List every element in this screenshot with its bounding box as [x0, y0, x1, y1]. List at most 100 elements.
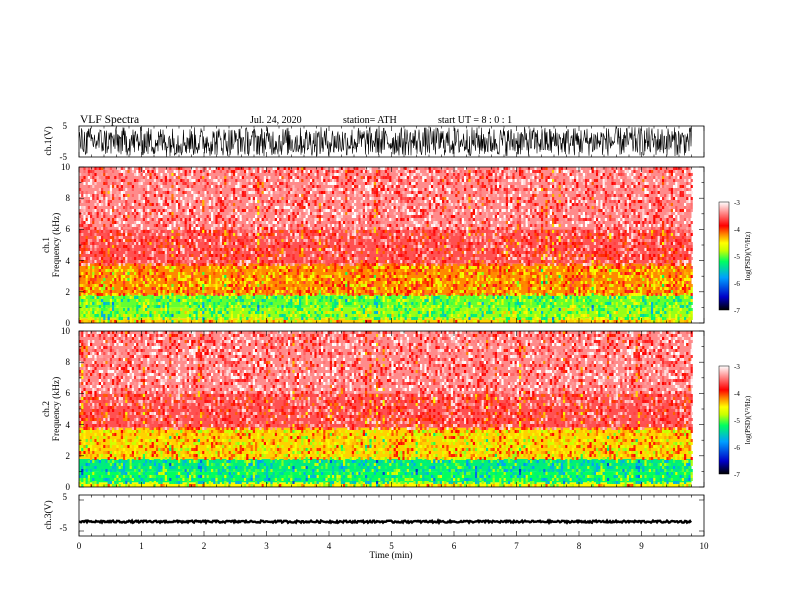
spectrogram-cell	[343, 257, 346, 260]
spectrogram-cell	[112, 209, 115, 212]
spectrogram-cell	[204, 185, 207, 188]
spectrogram-cell	[290, 263, 293, 266]
spectrogram-cell	[288, 176, 291, 179]
spectrogram-cell	[389, 296, 392, 299]
spectrogram-cell	[263, 239, 266, 242]
spectrogram-cell	[79, 287, 82, 290]
spectrogram-cell	[98, 224, 101, 227]
spectrogram-cell	[360, 308, 363, 311]
spectrogram-cell	[107, 203, 110, 206]
spectrogram-cell	[387, 254, 390, 257]
spectrogram-cell	[382, 236, 385, 239]
spectrogram-cell	[244, 305, 247, 308]
spectrogram-cell	[400, 179, 403, 182]
spectrogram-cell	[409, 194, 412, 197]
ch1-waveform-ylabel: ch.1(V)	[43, 126, 54, 155]
spectrogram-cell	[395, 299, 398, 302]
spectrogram-cell	[400, 173, 403, 176]
spectrogram-cell	[391, 317, 394, 320]
spectrogram-cell	[446, 188, 449, 191]
spectrogram-cell	[255, 281, 258, 284]
spectrogram-cell	[94, 227, 97, 230]
spectrogram-cell	[235, 239, 238, 242]
spectrogram-cell	[378, 194, 381, 197]
spectrogram-cell	[87, 263, 90, 266]
spectrogram-cell	[400, 305, 403, 308]
spectrogram-cell	[134, 257, 137, 260]
spectrogram-cell	[85, 314, 88, 317]
spectrogram-cell	[367, 251, 370, 254]
spectrogram-cell	[116, 185, 119, 188]
spectrogram-cell	[400, 197, 403, 200]
spectrogram-cell	[367, 266, 370, 269]
spectrogram-cell	[404, 314, 407, 317]
spectrogram-cell	[384, 185, 387, 188]
spectrogram-cell	[255, 197, 258, 200]
spectrogram-cell	[153, 314, 156, 317]
spectrogram-cell	[279, 275, 282, 278]
spectrogram-cell	[268, 239, 271, 242]
spectrogram-cell	[373, 317, 376, 320]
spectrogram-cell	[200, 308, 203, 311]
spectrogram-cell	[116, 314, 119, 317]
spectrogram-cell	[318, 170, 321, 173]
spectrogram-cell	[164, 281, 167, 284]
spectrogram-cell	[393, 299, 396, 302]
spectrogram-cell	[98, 236, 101, 239]
spectrogram-cell	[224, 233, 227, 236]
spectrogram-cell	[439, 314, 442, 317]
spectrogram-cell	[310, 293, 313, 296]
spectrogram-cell	[103, 215, 106, 218]
spectrogram-cell	[274, 170, 277, 173]
spectrogram-cell	[332, 170, 335, 173]
spectrogram-cell	[318, 308, 321, 311]
spectrogram-cell	[178, 221, 181, 224]
spectrogram-cell	[109, 290, 112, 293]
spectrogram-cell	[446, 245, 449, 248]
spectrogram-cell	[307, 314, 310, 317]
spectrogram-cell	[384, 224, 387, 227]
spectrogram-cell	[301, 230, 304, 233]
spectrogram-cell	[101, 191, 104, 194]
spectrogram-cell	[107, 185, 110, 188]
spectrogram-cell	[360, 251, 363, 254]
spectrogram-cell	[127, 248, 130, 251]
spectrogram-cell	[252, 266, 255, 269]
spectrogram-cell	[406, 227, 409, 230]
spectrogram-cell	[101, 251, 104, 254]
spectrogram-cell	[362, 242, 365, 245]
spectrogram-cell	[158, 185, 161, 188]
spectrogram-cell	[94, 317, 97, 320]
spectrogram-cell	[145, 212, 148, 215]
spectrogram-cell	[283, 203, 286, 206]
spectrogram-cell	[371, 188, 374, 191]
spectrogram-cell	[120, 260, 123, 263]
spectrogram-cell	[134, 179, 137, 182]
spectrogram-cell	[426, 284, 429, 287]
spectrogram-cell	[162, 248, 165, 251]
spectrogram-cell	[431, 305, 434, 308]
spectrogram-cell	[417, 203, 420, 206]
spectrogram-cell	[178, 263, 181, 266]
spectrogram-cell	[114, 269, 117, 272]
spectrogram-cell	[259, 227, 262, 230]
spectrogram-cell	[109, 224, 112, 227]
spectrogram-cell	[123, 233, 126, 236]
spectrogram-cell	[336, 224, 339, 227]
spectrogram-cell	[274, 221, 277, 224]
spectrogram-cell	[303, 314, 306, 317]
spectrogram-cell	[345, 170, 348, 173]
spectrogram-cell	[376, 188, 379, 191]
spectrogram-cell	[248, 233, 251, 236]
spectrogram-cell	[382, 218, 385, 221]
spectrogram-cell	[360, 263, 363, 266]
spectrogram-cell	[208, 185, 211, 188]
spectrogram-cell	[101, 281, 104, 284]
spectrogram-cell	[127, 233, 130, 236]
spectrogram-cell	[428, 191, 431, 194]
spectrogram-cell	[382, 239, 385, 242]
spectrogram-cell	[444, 314, 447, 317]
spectrogram-cell	[156, 290, 159, 293]
spectrogram-cell	[197, 212, 200, 215]
spectrogram-cell	[303, 308, 306, 311]
